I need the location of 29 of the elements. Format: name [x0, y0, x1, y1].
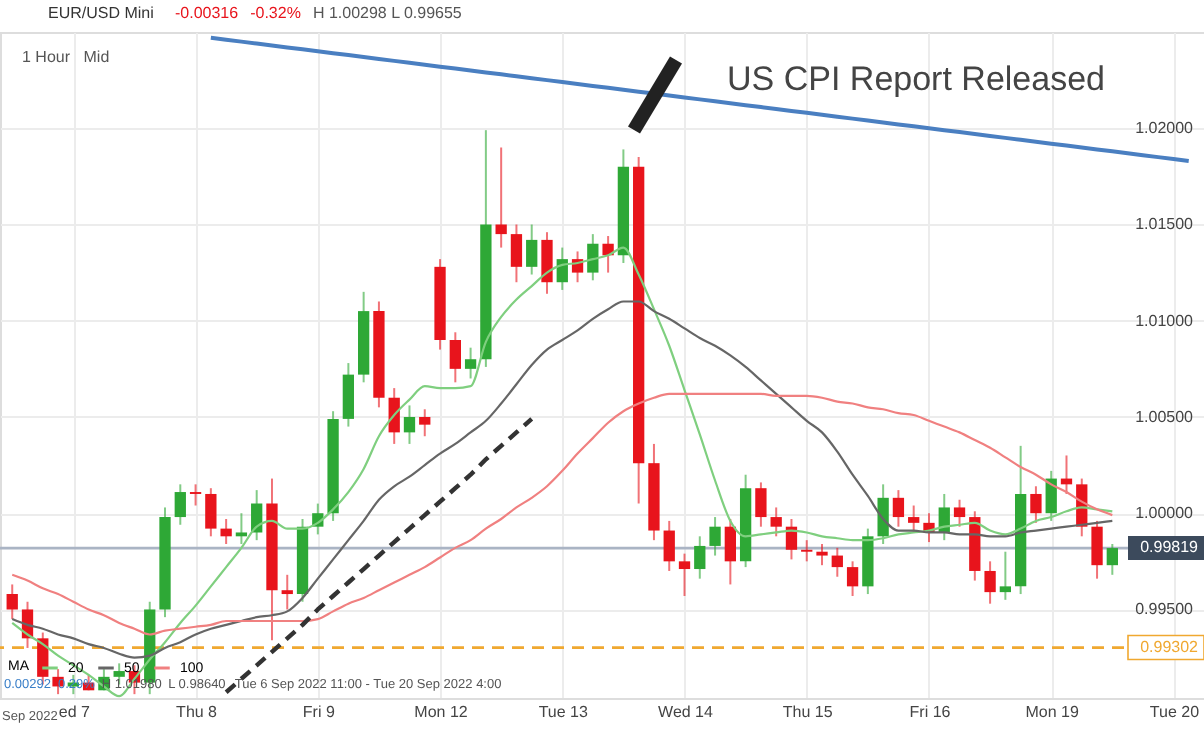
line-series [11, 392, 1114, 636]
y-tick-label: 1.01000 [1135, 311, 1195, 330]
ref-line-label: 0.99302 [1140, 637, 1200, 656]
chart-title: EUR/USD Mini [48, 4, 155, 22]
line-series [223, 416, 534, 695]
line-series [208, 35, 1191, 163]
x-tick-label: Mon 12 [414, 703, 469, 721]
x-tick-label: Thu 15 [782, 703, 834, 721]
y-tick-label: 1.00500 [1135, 407, 1195, 426]
y-tick-label: 1.01500 [1135, 215, 1195, 234]
x-tick-label: Wed 14 [658, 703, 715, 721]
x-tick-label: Thu 8 [176, 703, 219, 721]
x-tick-label: Tue 13 [538, 703, 589, 721]
line-series [11, 300, 1114, 659]
annotation: 1 Hour [22, 48, 71, 66]
x-tick-label: Fri 9 [302, 703, 336, 721]
ref-line-label: 0.99819 [1140, 538, 1200, 557]
text: H 1.00298 L 0.99655 [312, 4, 463, 22]
y-tick-label: 0.99500 [1135, 600, 1195, 619]
x-tick-label: ed 7 [58, 703, 91, 721]
y-tick-label: 1.02000 [1135, 119, 1195, 138]
annotation: US CPI Report Released [727, 60, 1105, 98]
x-tick-label: Fri 16 [909, 703, 952, 721]
y-tick-label: 1.00000 [1135, 504, 1195, 523]
x-tick-label: Tue 20 [1149, 703, 1201, 721]
text: -0.32% [250, 4, 301, 22]
text: -0.00316 [175, 4, 240, 22]
annotation: Mid [83, 48, 110, 66]
x-tick-label: Mon 19 [1025, 703, 1080, 721]
